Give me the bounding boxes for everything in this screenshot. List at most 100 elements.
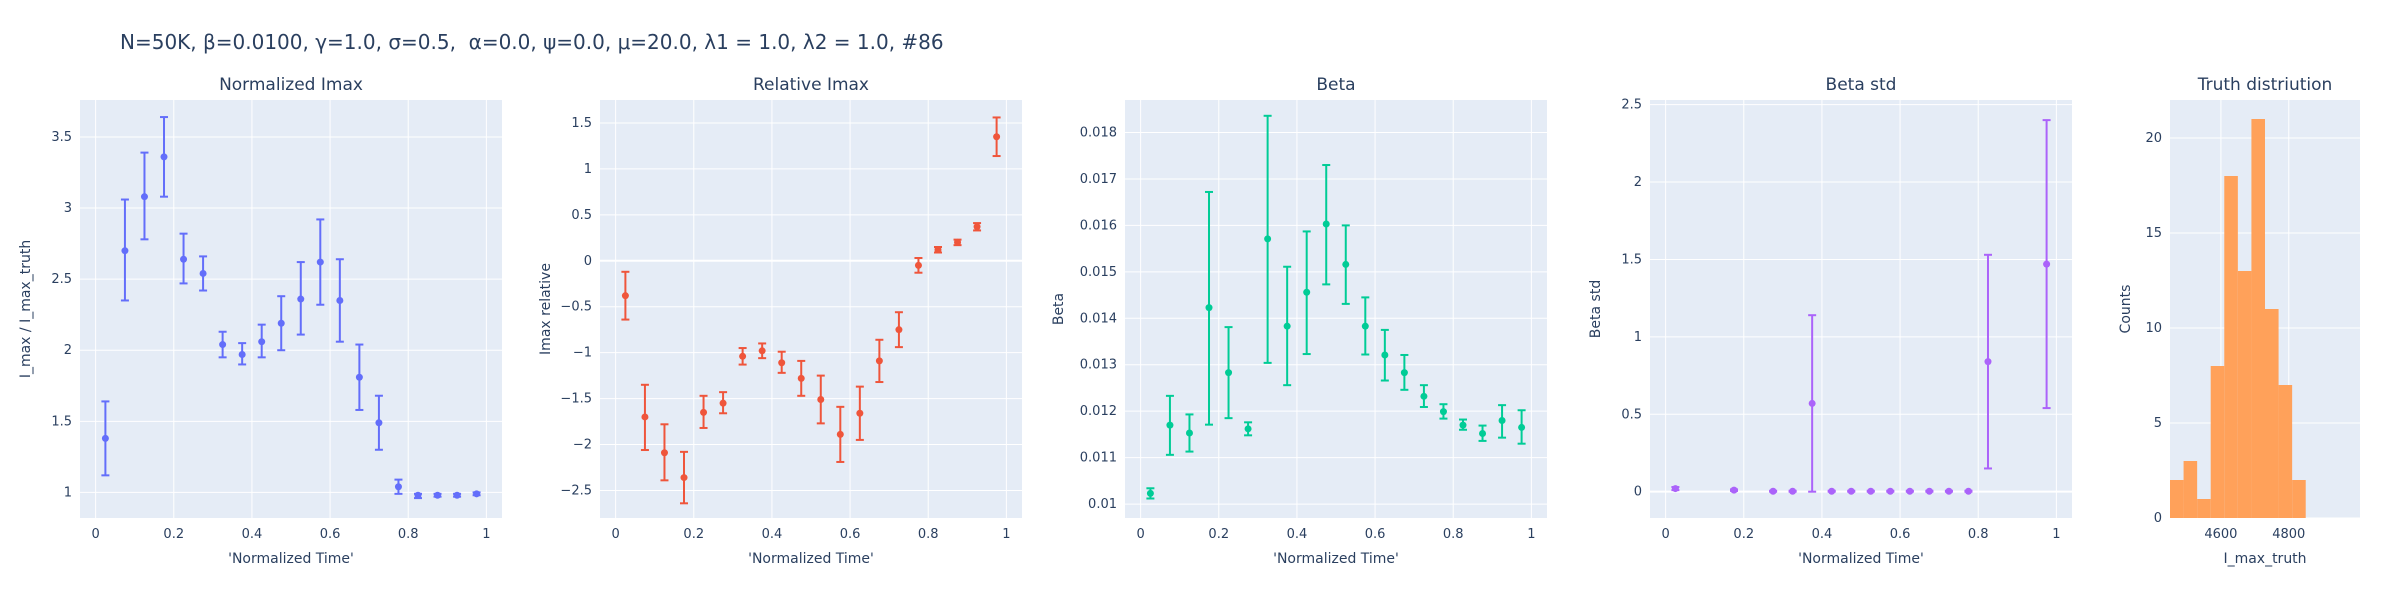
data-point (621, 292, 629, 300)
y-tick-label: 2 (1634, 175, 1642, 190)
y-tick-label: 0.017 (1080, 172, 1117, 187)
data-point (453, 491, 461, 499)
subplot-title: Relative Imax (753, 75, 869, 95)
data-point (758, 347, 766, 355)
data-point (934, 246, 942, 254)
y-tick-label: 10 (2145, 321, 2162, 336)
histogram-bar (2278, 385, 2293, 518)
data-point (1730, 486, 1738, 494)
data-point (1264, 235, 1272, 243)
data-point (1498, 416, 1506, 424)
y-tick-label: 0.011 (1080, 451, 1117, 466)
subplot-3: 0 0.2 0.4 0.6 0.8 1 0.01 0.011 0.012 0.013 0.014 0.… (1051, 75, 1547, 567)
x-tick-label: 1 (1527, 527, 1535, 542)
data-point (973, 223, 981, 231)
data-point (2043, 260, 2051, 268)
y-tick-label: 0.012 (1080, 404, 1117, 419)
data-point (680, 474, 688, 482)
data-point (1518, 423, 1526, 431)
histogram-bar (2237, 271, 2252, 518)
data-point (1769, 487, 1777, 495)
plot-background (80, 100, 502, 518)
data-point (434, 491, 442, 499)
y-tick-label: 2.5 (1621, 98, 1642, 113)
data-point (1459, 421, 1467, 429)
data-point (258, 338, 266, 346)
y-tick-label: 3.5 (51, 130, 72, 145)
data-point (238, 350, 246, 358)
y-tick-label: 1 (64, 485, 72, 500)
subplot-title: Beta (1316, 75, 1355, 95)
subplot-title: Normalized Imax (219, 75, 363, 95)
data-point (1808, 399, 1816, 407)
data-point (199, 269, 207, 277)
x-tick-label: 0.8 (398, 527, 419, 542)
x-tick-label: 0.8 (918, 527, 939, 542)
x-tick-label: 0.4 (762, 527, 783, 542)
plot-background (1125, 100, 1547, 518)
data-point (1342, 260, 1350, 268)
y-tick-label: 2.5 (51, 272, 72, 287)
x-tick-label: 0.4 (1812, 527, 1833, 542)
y-tick-label: −2 (573, 438, 592, 453)
y-tick-label: 0.015 (1080, 265, 1117, 280)
data-point (895, 326, 903, 334)
data-point (297, 295, 305, 303)
data-point (993, 133, 1001, 141)
data-point (394, 483, 402, 491)
y-axis-label: Counts (2118, 285, 2134, 334)
data-point (160, 153, 168, 161)
y-axis-label: I_max / I_max_truth (18, 240, 34, 378)
y-axis-label: Beta (1051, 293, 1067, 325)
data-point (414, 491, 422, 499)
data-point (739, 352, 747, 360)
data-point (1185, 429, 1193, 437)
x-axis-label: 'Normalized Time' (748, 551, 874, 567)
x-tick-label: 0.6 (1365, 527, 1386, 542)
subplot-2: 0 0.2 0.4 0.6 0.8 1 −2.5 −2 −1.5 −1 −0.5 0 0.5 1 1.5 Re… (538, 75, 1022, 567)
data-point (375, 419, 383, 427)
y-tick-label: 0.01 (1088, 497, 1117, 512)
y-tick-label: 20 (2145, 131, 2162, 146)
data-point (954, 238, 962, 246)
data-point (660, 449, 668, 457)
data-point (140, 193, 148, 201)
x-tick-label: 0.2 (1733, 527, 1754, 542)
x-tick-label: 0 (91, 527, 99, 542)
data-point (1361, 322, 1369, 330)
data-point (719, 399, 727, 407)
x-tick-label: 0.6 (840, 527, 861, 542)
data-point (1420, 392, 1428, 400)
data-point (1671, 485, 1679, 493)
x-tick-label: 4800 (2272, 527, 2305, 542)
histogram-bar (2292, 480, 2306, 518)
data-point (101, 434, 109, 442)
histogram-bar (2197, 499, 2211, 518)
data-point (856, 409, 864, 417)
data-point (797, 374, 805, 382)
y-tick-label: −1 (573, 346, 592, 361)
data-point (1886, 487, 1894, 495)
y-axis-label: Beta std (1588, 280, 1604, 338)
x-tick-label: 0.6 (1890, 527, 1911, 542)
x-tick-label: 0 (1136, 527, 1144, 542)
y-tick-label: 0.5 (571, 208, 592, 223)
subplot-4: 0 0.2 0.4 0.6 0.8 1 0 0.5 1 1.5 2 2.5 Beta std 'Norma… (1588, 75, 2072, 567)
histogram-bar (2265, 309, 2279, 518)
data-point (1789, 487, 1797, 495)
y-tick-label: −0.5 (560, 300, 592, 315)
histogram-bar (2170, 480, 2184, 518)
data-point (1984, 358, 1992, 366)
x-tick-label: 0.2 (1208, 527, 1229, 542)
subplot-title: Beta std (1826, 75, 1897, 95)
x-axis-label: 'Normalized Time' (1273, 551, 1399, 567)
data-point (1828, 487, 1836, 495)
x-tick-label: 0 (1661, 527, 1669, 542)
y-tick-label: 0.013 (1080, 358, 1117, 373)
y-tick-label: −2.5 (560, 483, 592, 498)
y-tick-label: 15 (2145, 226, 2162, 241)
histogram-bar (2224, 176, 2238, 518)
x-tick-label: 1 (1002, 527, 1010, 542)
data-point (1945, 487, 1953, 495)
